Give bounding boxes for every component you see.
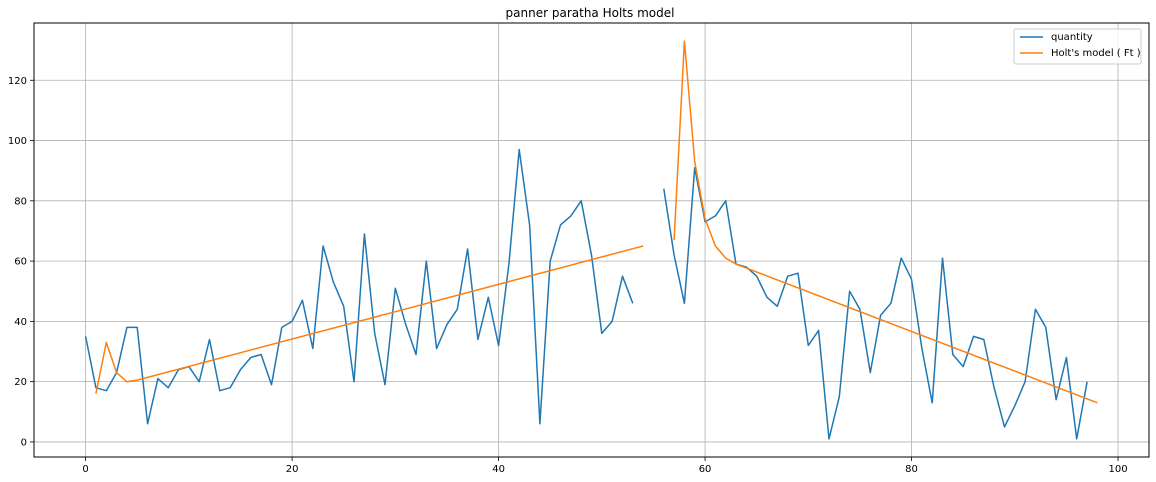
y-tick-label: 80: [14, 196, 27, 207]
grid: [34, 23, 1149, 457]
legend: quantity Holt's model ( Ft ): [1013, 28, 1142, 65]
legend-label-quantity: quantity: [1051, 32, 1093, 43]
x-tick-label: 100: [1108, 464, 1127, 475]
legend-label-holts-model: Holt's model ( Ft ): [1051, 48, 1141, 59]
y-tick-label: 0: [21, 437, 27, 448]
x-tick-label: 80: [905, 464, 918, 475]
y-tick-label: 100: [8, 136, 27, 147]
legend-box: [1013, 28, 1142, 65]
series-quantity-line: [663, 166, 1088, 440]
x-tick-label: 20: [286, 464, 299, 475]
y-tick-label: 120: [8, 76, 27, 87]
series-lines: [84, 40, 1098, 440]
x-tick-label: 0: [82, 464, 88, 475]
chart-title: panner paratha Holts model: [506, 6, 675, 20]
x-tick-label: 40: [492, 464, 505, 475]
y-tick-label: 20: [14, 377, 27, 388]
plot-frame: [33, 22, 1150, 458]
series-holts-model-line: [673, 40, 1098, 404]
x-tick-label: 60: [699, 464, 712, 475]
axis-ticks: 0 20 40 60 80 100 0 20 40 60 80 100 120: [8, 76, 1128, 475]
series-holts-model-line: [95, 245, 644, 394]
y-tick-label: 40: [14, 317, 27, 328]
y-tick-label: 60: [14, 257, 27, 268]
series-quantity-line: [84, 148, 634, 425]
